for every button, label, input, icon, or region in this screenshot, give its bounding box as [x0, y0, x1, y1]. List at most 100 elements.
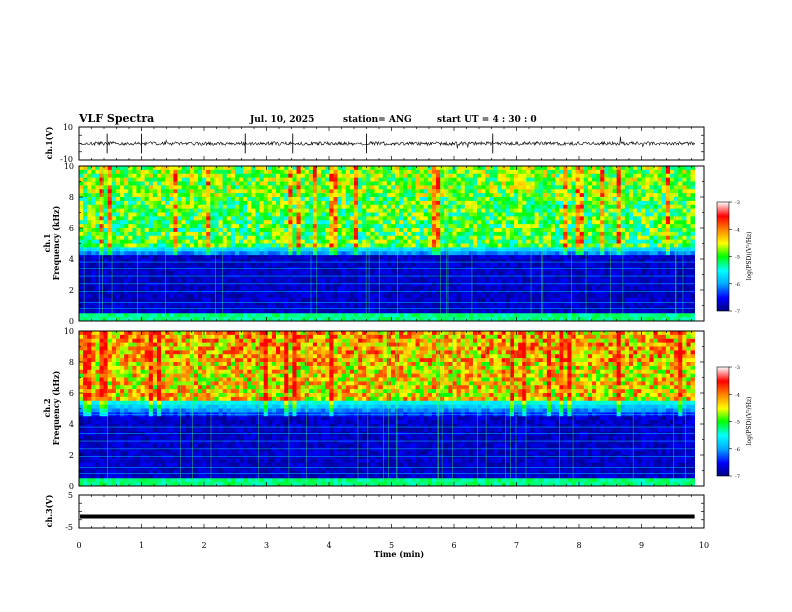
spectrogram-cell [481, 301, 486, 306]
spectrogram-cell [378, 297, 384, 303]
spectrogram-cell [230, 208, 236, 213]
spectrogram-cell [522, 228, 527, 233]
spectrogram-cell [489, 301, 494, 306]
spectrogram-cell [423, 278, 429, 283]
spectrogram-cell [288, 290, 293, 295]
spectrogram-cell [124, 266, 129, 272]
spectrogram-cell [452, 200, 457, 206]
spectrogram-cell [79, 317, 84, 322]
spectrogram-cell [325, 317, 330, 322]
spectrogram-cell [345, 212, 351, 217]
spectrogram-cell [468, 181, 474, 186]
spectrogram-cell [456, 239, 462, 244]
spectrogram-cell [514, 290, 519, 295]
spectrogram-cell [505, 251, 511, 256]
spectrogram-cell [518, 239, 523, 244]
spectrogram-cell [555, 200, 560, 206]
spectrogram-cell [362, 259, 367, 264]
spectrogram-cell [124, 317, 129, 322]
spectrogram-cell [132, 169, 137, 175]
ch1-ytick-bottom: -10 [60, 155, 73, 164]
spectrogram-cell [563, 270, 568, 275]
spectrogram-cell [99, 228, 105, 233]
spectrogram-cell [436, 220, 441, 225]
spectrogram-cell [353, 177, 359, 182]
spectrogram-cell [530, 313, 535, 318]
spectrogram-cell [288, 197, 293, 202]
spectrogram-cell [403, 251, 408, 256]
spectrogram-cell [440, 197, 445, 202]
spectrogram-cell [362, 193, 367, 198]
spectrogram-cell [144, 169, 150, 175]
spectrogram-cell [403, 293, 408, 299]
spectrogram-cell [99, 181, 105, 186]
spectrogram-cell [390, 228, 396, 233]
spectrogram-cell [353, 216, 359, 221]
spectrogram-cell [255, 243, 260, 248]
spectrogram-cell [337, 208, 343, 213]
spectrogram-cell [411, 282, 416, 287]
spectrogram-cell [419, 228, 425, 233]
spectrogram-cell [538, 301, 544, 306]
spectrogram-cell [259, 266, 265, 272]
spectrogram-cell [399, 181, 404, 186]
spectrogram-cell [292, 177, 297, 182]
spectrogram-cell [481, 208, 486, 213]
spectrogram-cell [198, 255, 203, 260]
spectrogram-cell [103, 278, 109, 283]
spectrogram-cell [321, 216, 326, 221]
spectrogram-cell [165, 301, 170, 306]
spectrogram-cell [571, 204, 576, 210]
spectrogram-cell [321, 251, 326, 256]
spectrogram-cell [559, 251, 564, 256]
spectrogram-cell [546, 231, 552, 237]
spectrogram-cell [559, 169, 564, 175]
spectrogram-cell [304, 278, 310, 283]
spectrogram-cell [214, 181, 219, 186]
spectrogram-cell [132, 181, 137, 186]
spectrogram-cell [456, 266, 462, 272]
spectrogram-cell [415, 251, 421, 256]
spectrogram-cell [460, 313, 466, 318]
spectrogram-cell [120, 274, 125, 279]
spectrogram-cell [419, 220, 425, 225]
spectrogram-cell [489, 274, 494, 279]
spectrogram-cell [436, 200, 441, 206]
spectrogram-cell [132, 286, 137, 291]
spectrogram-cell [95, 189, 100, 194]
spectrogram-cell [571, 224, 576, 229]
spectrogram-cell [366, 305, 371, 310]
spectrogram-cell [124, 301, 129, 306]
spectrogram-cell [103, 266, 109, 272]
spectrogram-cell [473, 282, 478, 287]
spectrogram-cell [288, 278, 293, 283]
spectrogram-cell [226, 200, 232, 206]
spectrogram-cell [321, 270, 326, 275]
spectrogram-cell [349, 208, 355, 213]
spectrogram-cell [546, 239, 552, 244]
spectrogram-cell [485, 282, 490, 287]
spectrogram-cell [152, 189, 158, 194]
spectrogram-cell [509, 259, 515, 264]
spectrogram-cell [427, 166, 433, 171]
spectrogram-cell [440, 177, 445, 182]
spectrogram-cell [358, 235, 363, 241]
spectrogram-cell [538, 166, 544, 171]
spectrogram-cell [522, 251, 527, 256]
spectrogram-cell [325, 193, 330, 198]
spectrogram-cell [546, 216, 552, 221]
spectrogram-cell [169, 169, 174, 175]
spectrogram-cell [91, 208, 96, 213]
spectrogram-cell [271, 200, 277, 206]
spectrogram-cell [91, 290, 96, 295]
spectrogram-cell [477, 259, 482, 264]
spectrogram-cell [239, 220, 244, 225]
spectrogram-cell [218, 193, 224, 198]
spectrogram-cell [399, 309, 404, 314]
spectrogram-cell [329, 216, 334, 221]
spectrogram-cell [276, 270, 281, 275]
spectrogram-cell [136, 317, 141, 322]
spectrogram-cell [263, 286, 269, 291]
spectrogram-cell [255, 293, 260, 299]
spectrogram-cell [518, 278, 523, 283]
